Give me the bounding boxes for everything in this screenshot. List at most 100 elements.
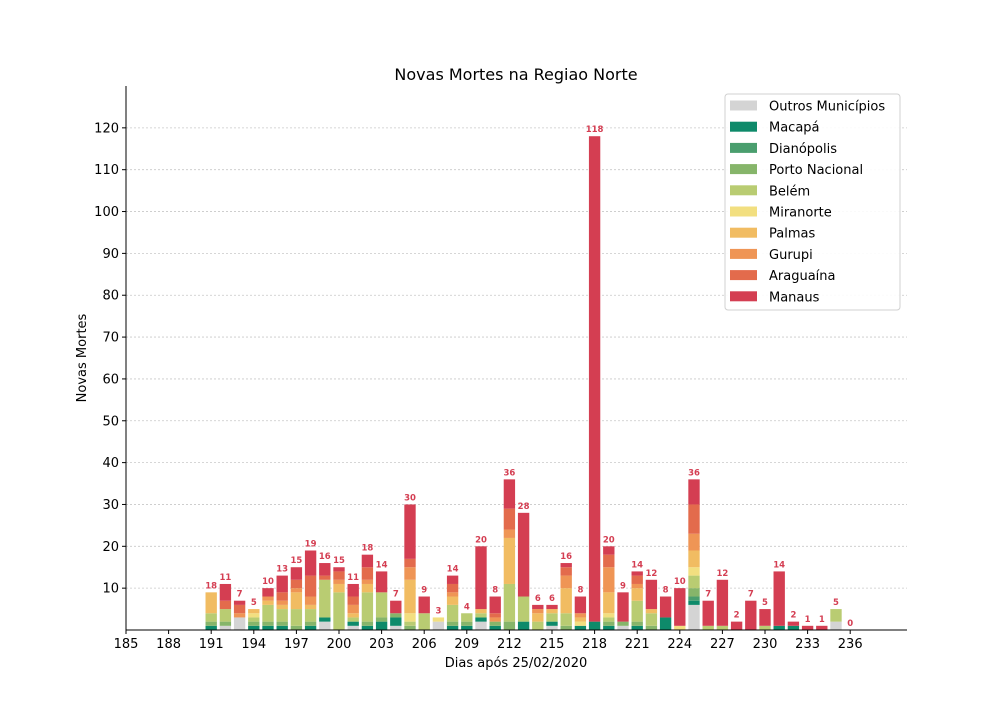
bar-segment-bel-m [276,609,288,622]
bar-segment-manaus [304,550,317,576]
bar-segment-bel-m [532,621,544,630]
bar-segment-manaus [233,600,246,605]
bar-segment-manaus [361,554,374,568]
bar-total-label: 1 [805,615,811,625]
bar-segment-manaus [730,621,743,630]
y-tick-label: 50 [102,414,119,429]
bar-segment-gurupi [333,579,345,584]
bar-segment-palmas [532,613,544,622]
bar-segment-aragua-na [560,567,572,576]
bar-segment-bel-m [716,625,729,630]
bar-segment-outros-munic-pios [390,625,402,630]
bar-segment-manaus [532,604,544,610]
bar-segment-manaus [375,571,388,593]
bar-segment-palmas [333,583,345,593]
bar-segment-bel-m [319,579,331,618]
bar-segment-porto-nacional [290,625,303,630]
x-tick-label: 215 [540,637,565,652]
bar-segment-bel-m [645,613,658,626]
bar-segment-macap- [631,625,643,630]
bar-segment-gurupi [446,592,459,597]
bar-segment-aragua-na [347,596,359,605]
bar-segment-bel-m [631,600,643,622]
bar-segment-porto-nacional [503,621,516,630]
bar-segment-aragua-na [233,604,246,614]
bar-total-label: 0 [847,619,853,629]
bar-segment-porto-nacional [688,588,700,597]
bar-segment-manaus [716,579,729,626]
bar-segment-porto-nacional [560,625,572,630]
bar-segment-miranorte [688,567,700,576]
bar-segment-miranorte [404,613,416,622]
bar-total-label: 5 [833,598,839,608]
bar-segment-miranorte [603,613,615,618]
bar-total-label: 10 [262,577,274,587]
bar-total-label: 20 [475,535,487,545]
x-axis-label: Dias após 25/02/2020 [445,656,588,671]
bar-segment-gurupi [304,596,317,605]
legend-label: Palmas [769,227,815,242]
y-tick-label: 90 [102,247,119,262]
bar-segment-manaus [489,596,501,614]
legend-swatch [730,121,757,132]
bar-segment-bel-m [347,617,359,622]
bar-total-label: 2 [790,611,796,621]
bar-segment-porto-nacional [262,621,274,626]
bar-segment-macap- [688,600,700,605]
bar-segment-palmas [304,604,317,610]
bar-segment-bel-m [418,613,430,630]
bar-segment-aragua-na [276,592,288,601]
bar-total-label: 15 [290,556,302,566]
bar-segment-bel-m [375,592,388,618]
bar-segment-manaus [702,600,714,626]
bar-segment-dian-polis [688,596,700,601]
bar-segment-palmas [446,596,459,605]
x-tick-label: 227 [710,637,735,652]
bar-segment-manaus [546,604,558,610]
legend-label: Belém [769,184,810,199]
bar-segment-manaus [390,600,402,614]
bar-segment-macap- [361,625,374,630]
bar-total-label: 118 [586,125,604,135]
bar-segment-manaus [503,479,516,509]
bar-segment-palmas [276,604,288,610]
x-tick-label: 191 [199,637,224,652]
legend-swatch [730,270,757,281]
bar-segment-bel-m [248,617,260,622]
bar-segment-palmas [688,550,700,568]
bar-segment-manaus [745,600,757,630]
bar-segment-palmas [546,609,558,614]
bar-total-label: 7 [393,590,399,600]
x-tick-label: 203 [369,637,394,652]
bar-segment-gurupi [560,575,572,589]
legend-swatch [730,185,757,196]
bar-total-label: 30 [404,493,416,503]
bar-segment-manaus [333,567,345,572]
bar-segment-aragua-na [219,600,232,610]
bar-segment-outros-munic-pios [546,625,558,630]
y-tick-label: 110 [94,163,119,178]
bar-segment-macap- [446,625,459,630]
bar-segment-porto-nacional [603,621,615,626]
bar-segment-palmas [404,579,416,614]
bar-segment-palmas [205,592,217,614]
bar-segment-manaus [801,625,814,630]
legend-swatch [730,142,757,153]
legend-label: Araguaína [769,269,835,284]
bar-segment-aragua-na [603,554,615,568]
bar-total-label: 6 [535,594,541,604]
bar-segment-outros-munic-pios [233,617,246,630]
bar-total-label: 16 [560,552,572,562]
bar-segment-macap- [319,617,331,622]
legend-swatch [730,164,757,175]
bar-segment-macap- [248,625,260,630]
bar-segment-manaus [290,567,303,580]
bar-total-label: 11 [219,573,231,583]
legend-label: Macapá [769,121,820,136]
bar-segment-manaus [418,596,430,614]
bar-segment-manaus [475,546,487,610]
bar-segment-palmas [347,613,359,618]
bar-total-label: 8 [663,586,669,596]
